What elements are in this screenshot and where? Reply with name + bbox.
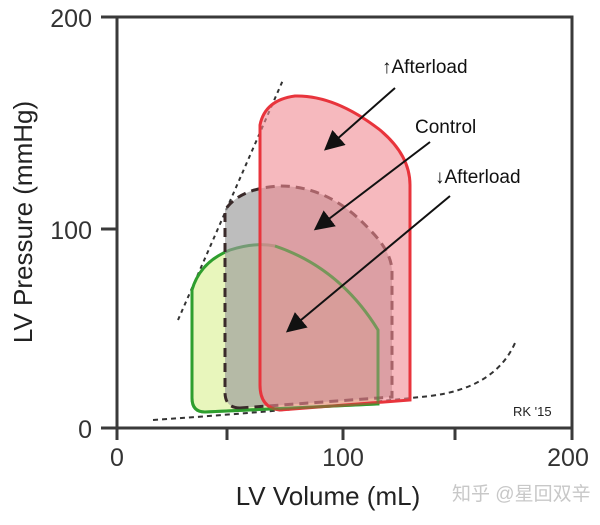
- x-tick-label: 0: [110, 444, 124, 472]
- x-tick-label: 100: [322, 444, 364, 472]
- y-tick-label: 200: [50, 5, 92, 33]
- y-tick-label: 100: [50, 217, 92, 245]
- x-axis-label: LV Volume (mL): [236, 481, 420, 511]
- label-high-afterload: ↑Afterload: [382, 57, 468, 78]
- x-tick-label: 200: [547, 444, 589, 472]
- high-afterload-loop: [258, 94, 412, 412]
- y-axis-label: LV Pressure (mmHg): [8, 101, 38, 343]
- label-low-afterload: ↓Afterload: [435, 167, 521, 188]
- arrow-control: [313, 141, 431, 231]
- arrow-low-afterload: [285, 195, 451, 333]
- label-control: Control: [415, 117, 476, 138]
- arrow-high-afterload: [324, 87, 396, 151]
- watermark: 知乎 @星回双辛: [452, 483, 591, 505]
- signature: RK '15: [513, 404, 552, 419]
- y-tick-label: 0: [78, 416, 92, 444]
- axis-ticks: [101, 15, 574, 440]
